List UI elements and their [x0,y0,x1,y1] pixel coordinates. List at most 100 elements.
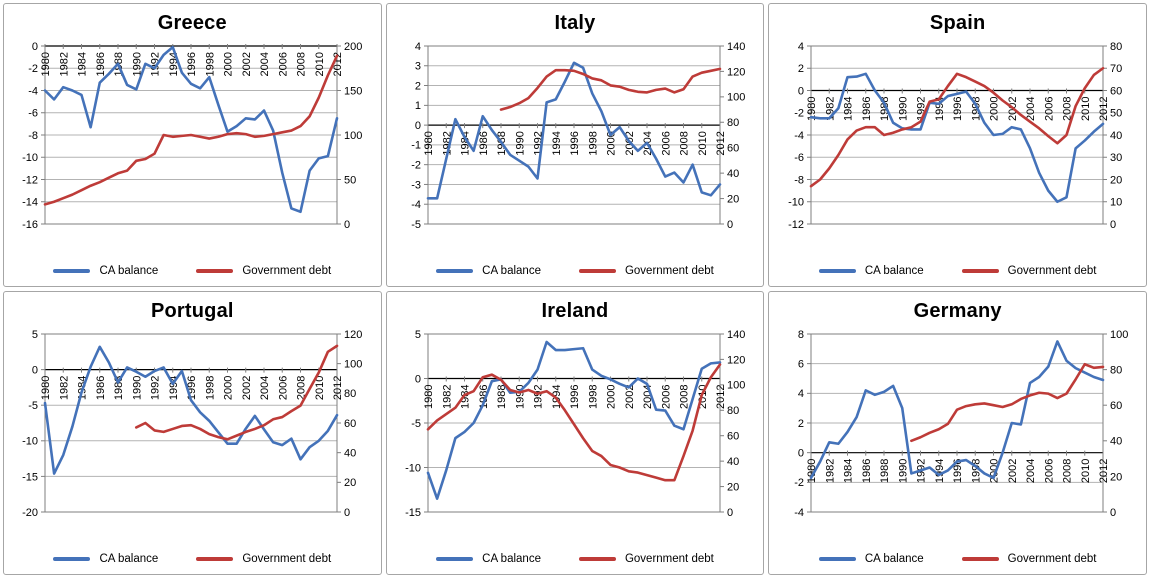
svg-text:-6: -6 [29,108,39,120]
svg-text:8: 8 [798,329,804,341]
svg-text:80: 80 [344,388,356,400]
svg-text:120: 120 [727,66,745,78]
svg-text:6: 6 [798,359,804,371]
chart-legend: CA balance Government debt [818,265,1097,277]
ca-balance-legend-label: CA balance [482,265,541,277]
svg-text:1986: 1986 [860,459,872,483]
svg-text:2004: 2004 [259,52,271,76]
svg-text:4: 4 [798,41,804,53]
svg-text:2004: 2004 [642,385,654,409]
svg-text:40: 40 [344,448,356,460]
svg-text:140: 140 [727,329,745,341]
svg-text:70: 70 [1110,63,1122,75]
chart-title-italy: Italy [554,12,596,34]
svg-text:1986: 1986 [95,376,107,400]
government-debt-legend-swatch [578,269,616,273]
svg-text:1: 1 [415,100,421,112]
svg-text:1992: 1992 [150,52,162,76]
ca-balance-legend-label: CA balance [482,553,541,565]
svg-text:2006: 2006 [660,385,672,409]
ca-balance-legend-swatch [436,269,474,273]
svg-text:2002: 2002 [624,385,636,409]
svg-text:2008: 2008 [1061,459,1073,483]
svg-text:2008: 2008 [1061,97,1073,121]
svg-text:20: 20 [1110,471,1122,483]
svg-text:-3: -3 [411,179,421,191]
ca-balance-legend-label: CA balance [99,265,159,277]
svg-text:-5: -5 [411,219,421,231]
government-debt-legend-label: Government debt [624,553,714,565]
svg-text:20: 20 [1110,174,1122,186]
svg-text:-8: -8 [29,130,39,142]
svg-text:100: 100 [344,130,362,142]
svg-text:-4: -4 [794,507,804,519]
government-debt-legend-swatch [578,557,616,561]
svg-text:1990: 1990 [132,376,144,400]
chart-panel-greece: Greece -16 -14 -12 -10 -8 -6 -4 -2 0 0 50 100 150 200… [3,3,382,287]
svg-text:60: 60 [1110,85,1122,97]
chart-title-greece: Greece [157,12,227,34]
svg-text:5: 5 [415,329,421,341]
ca-balance-legend-swatch [436,557,474,561]
chart-title-portugal: Portugal [150,300,234,322]
svg-text:-5: -5 [411,418,421,430]
svg-text:2004: 2004 [1025,459,1037,483]
svg-text:1990: 1990 [897,459,909,483]
svg-text:-6: -6 [794,152,804,164]
chart-panel-spain: Spain -12 -10 -8 -6 -4 -2 0 2 4 0 10 20 30 40 50 60 70 80… [768,3,1147,287]
svg-text:0: 0 [415,373,421,385]
svg-text:1996: 1996 [186,52,198,76]
svg-text:1988: 1988 [113,376,125,400]
svg-text:-2: -2 [411,160,421,172]
svg-text:60: 60 [344,418,356,430]
svg-text:-4: -4 [29,85,39,97]
svg-text:140: 140 [727,41,745,53]
svg-text:1984: 1984 [77,52,89,76]
svg-text:0: 0 [798,85,804,97]
svg-text:100: 100 [344,359,362,371]
svg-text:1996: 1996 [569,385,581,409]
svg-text:1986: 1986 [478,385,490,409]
svg-text:1984: 1984 [842,97,854,121]
svg-text:1986: 1986 [478,131,490,155]
svg-text:0: 0 [344,507,350,519]
svg-text:20: 20 [727,193,739,205]
svg-text:2006: 2006 [1043,459,1055,483]
svg-text:2: 2 [798,418,804,430]
chart-panel-italy: Italy -5 -4 -3 -2 -1 0 1 2 3 4 0 20 40 60 80 100 120 140 1… [385,3,765,287]
chart-legend: CA balance Government debt [818,553,1097,565]
svg-text:2002: 2002 [241,52,253,76]
svg-text:1982: 1982 [824,459,836,483]
svg-text:2: 2 [798,63,804,75]
svg-text:-10: -10 [22,436,38,448]
government-debt-legend-swatch [961,557,999,561]
svg-text:150: 150 [344,85,362,97]
svg-text:-10: -10 [788,197,804,209]
svg-text:30: 30 [1110,152,1122,164]
svg-text:1988: 1988 [879,459,891,483]
svg-text:-2: -2 [29,63,39,75]
government-debt-legend-swatch [961,269,999,273]
svg-text:1982: 1982 [441,385,453,409]
chart-panel-ireland: Ireland -15 -10 -5 0 5 0 20 40 60 80 100 120 140 1980… [385,291,765,575]
chart-legend: CA balance Government debt [53,265,331,277]
svg-text:1982: 1982 [59,52,71,76]
government-debt-legend-swatch [196,557,234,561]
ca-balance-legend-swatch [818,269,856,273]
svg-text:4: 4 [415,41,421,53]
svg-text:2008: 2008 [678,385,690,409]
ca-balance-legend-swatch [818,557,856,561]
svg-text:1996: 1996 [569,131,581,155]
svg-text:1980: 1980 [423,131,435,155]
svg-text:-8: -8 [794,174,804,186]
svg-text:1994: 1994 [933,459,945,483]
svg-text:100: 100 [727,92,745,104]
svg-text:-15: -15 [22,471,38,483]
svg-text:120: 120 [727,354,745,366]
government-debt-legend-label: Government debt [242,553,332,565]
svg-text:0: 0 [727,219,733,231]
